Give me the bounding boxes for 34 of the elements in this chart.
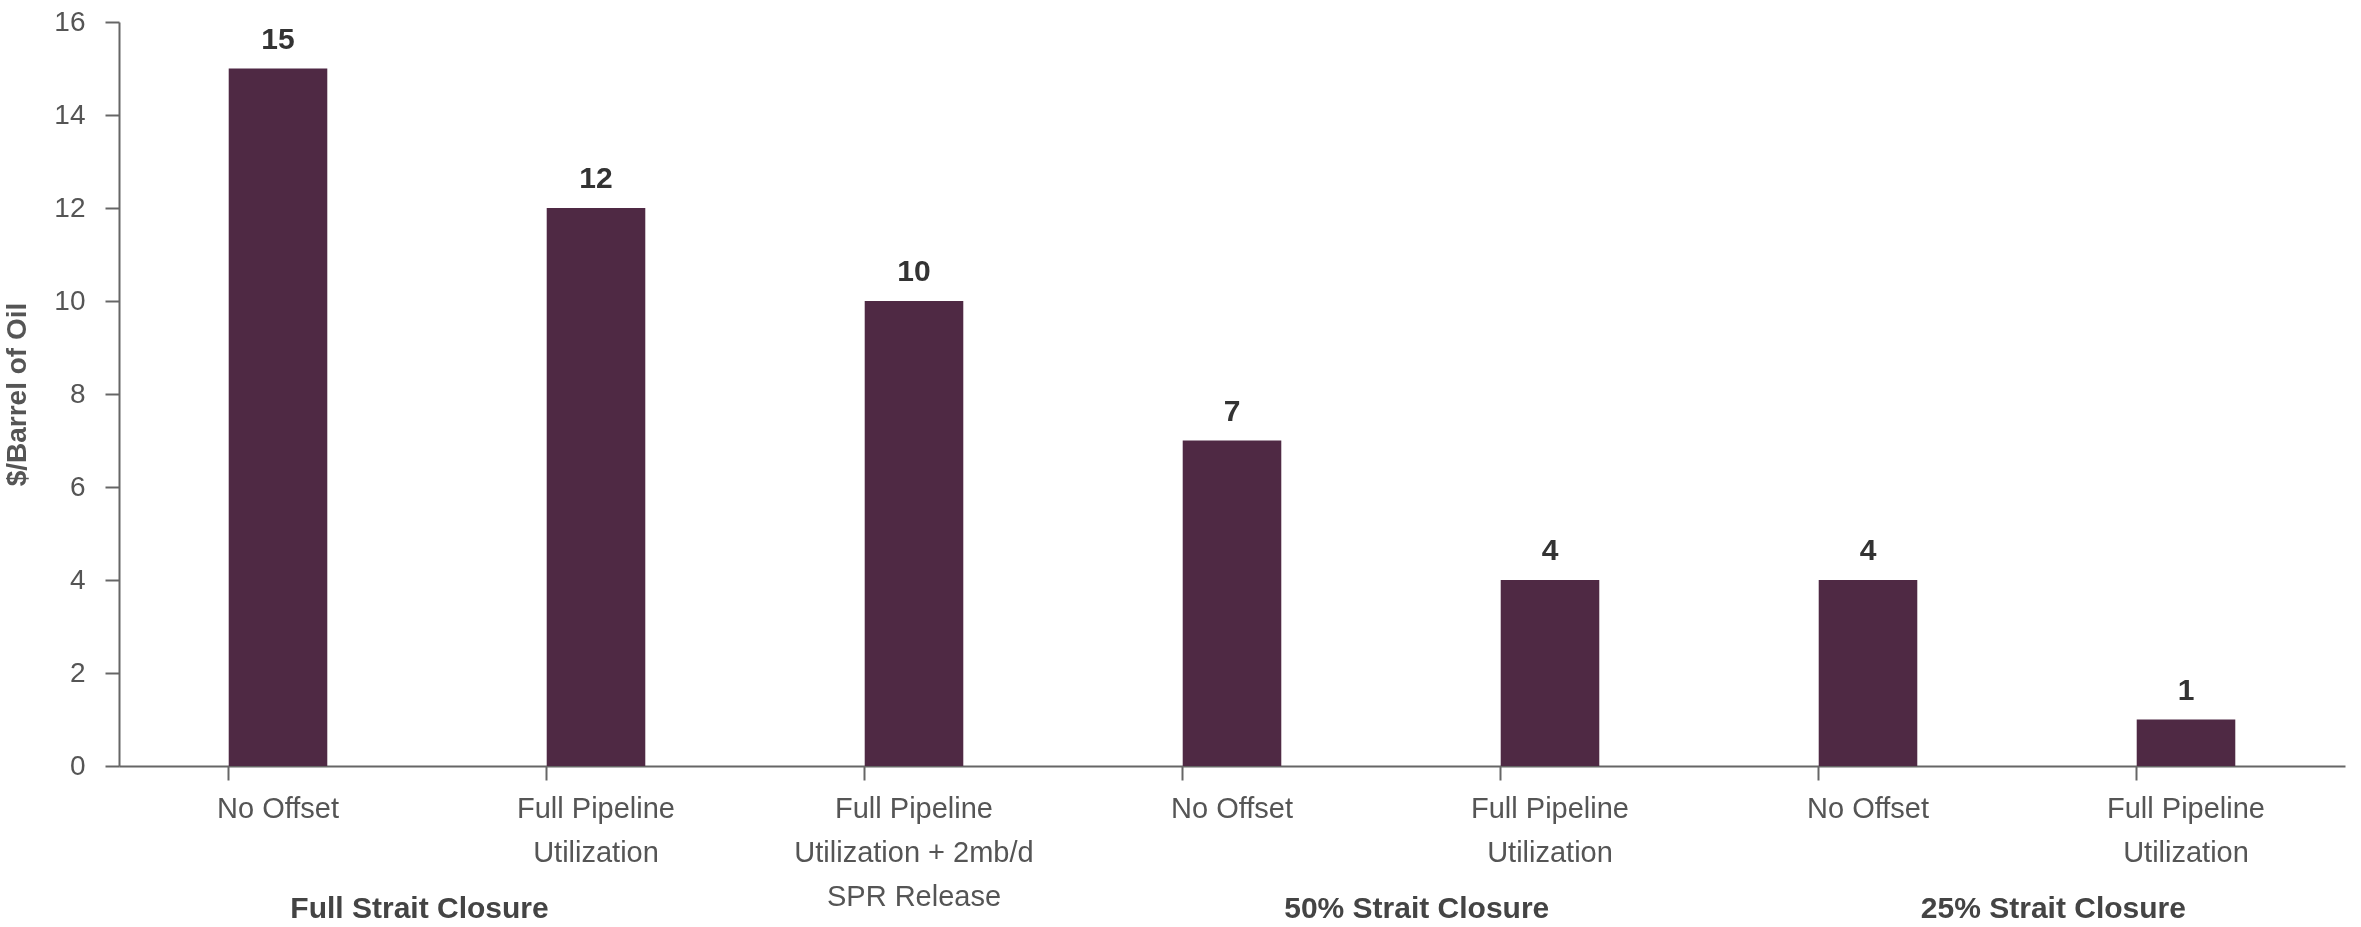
x-tick-label: No Offset [1807,791,1929,824]
x-tick-label: Full Pipeline Utilization [517,791,675,868]
y-tick-label: 6 [69,470,86,502]
x-tick-label: No Offset [217,791,339,824]
x-tick-label: Full Pipeline Utilization [1471,791,1629,868]
text: 50% Strait Closure [1284,891,1550,924]
bar [1500,580,1600,766]
data-label: 10 [897,254,931,287]
text: 25% Strait Closure [1920,891,2186,924]
x-tick-label: Full Pipeline Utilization + 2mb/d SPR Release [794,791,1034,912]
bar [1182,440,1282,766]
data-label: 12 [579,161,613,194]
y-tick-label: 8 [69,377,86,409]
data-label: 1 [2177,672,2195,706]
y-tick-label: 4 [69,563,86,595]
data-label: 7 [1223,393,1241,427]
x-tick-label: Full Pipeline Utilization [2107,791,2265,868]
y-tick-label: 2 [69,656,86,688]
y-tick-label: 14 [54,98,86,130]
bar [546,208,646,766]
bar [1818,580,1918,766]
data-label: 4 [1541,533,1559,566]
y-axis-title: $/Barrel of Oil [1,302,33,487]
y-tick-label: 16 [54,5,86,37]
data-label: 4 [1859,533,1877,566]
bar [228,68,328,766]
y-tick-label: 10 [54,284,86,316]
bar [864,301,964,766]
data-label: 15 [261,21,295,55]
y-tick-label: 0 [69,749,86,781]
bar [2136,719,2236,766]
y-tick-label: 12 [54,191,86,223]
x-tick-label: No Offset [1171,791,1293,824]
text: Full Strait Closure [290,891,549,924]
